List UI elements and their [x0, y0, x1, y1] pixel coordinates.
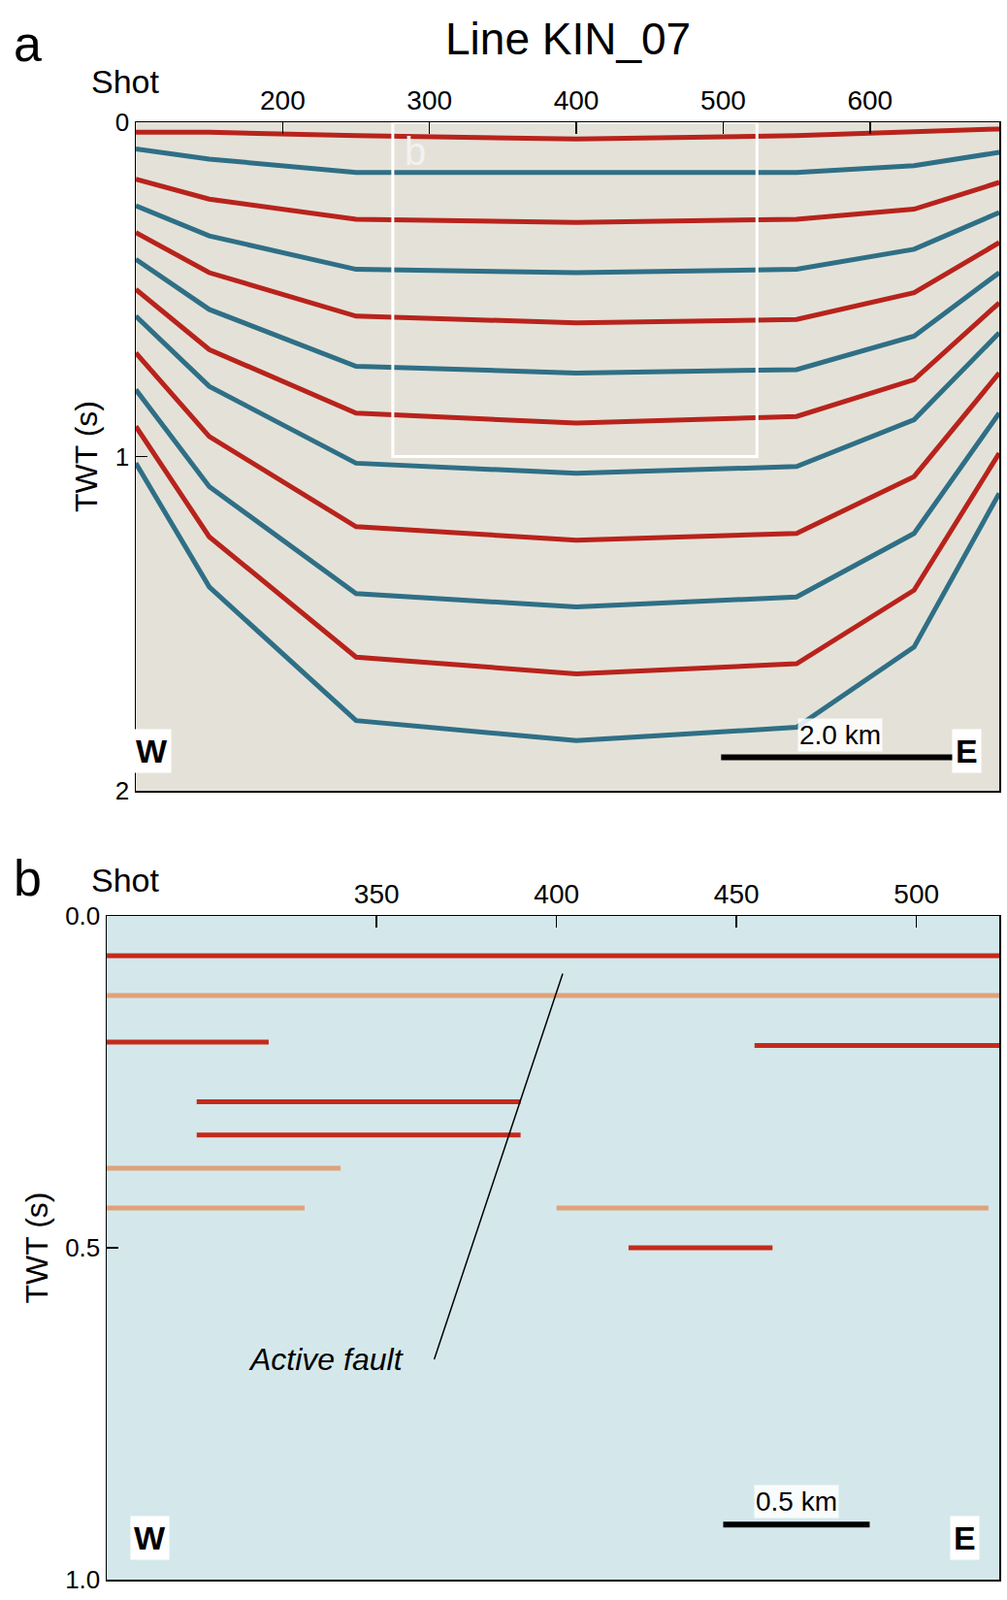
svg-text:1.0: 1.0 — [64, 1564, 100, 1594]
svg-text:TWT (s): TWT (s) — [68, 400, 104, 513]
svg-text:TWT (s): TWT (s) — [19, 1192, 55, 1304]
svg-text:450: 450 — [714, 878, 760, 910]
svg-text:0.0: 0.0 — [64, 901, 100, 931]
svg-text:b: b — [13, 849, 42, 907]
svg-text:300: 300 — [406, 85, 453, 116]
svg-text:W: W — [133, 1519, 166, 1557]
svg-text:E: E — [955, 732, 978, 770]
svg-text:a: a — [13, 15, 42, 72]
svg-text:400: 400 — [553, 85, 600, 116]
svg-text:0.5: 0.5 — [64, 1233, 100, 1263]
svg-text:Shot: Shot — [91, 63, 160, 100]
svg-text:500: 500 — [893, 878, 940, 910]
svg-text:2.0 km: 2.0 km — [799, 719, 881, 750]
svg-text:Active fault: Active fault — [248, 1341, 404, 1377]
svg-text:1: 1 — [115, 442, 130, 472]
svg-text:200: 200 — [259, 85, 306, 116]
svg-text:400: 400 — [533, 878, 580, 910]
svg-text:Shot: Shot — [91, 861, 160, 899]
svg-text:Line KIN_07: Line KIN_07 — [445, 13, 691, 65]
svg-text:600: 600 — [846, 85, 893, 116]
svg-text:500: 500 — [700, 85, 747, 116]
svg-text:2: 2 — [115, 776, 130, 806]
svg-text:0: 0 — [115, 107, 130, 137]
svg-text:350: 350 — [354, 878, 400, 910]
svg-text:0.5 km: 0.5 km — [755, 1486, 838, 1517]
svg-text:E: E — [953, 1519, 976, 1557]
svg-text:W: W — [135, 732, 168, 770]
svg-text:b: b — [404, 129, 426, 173]
